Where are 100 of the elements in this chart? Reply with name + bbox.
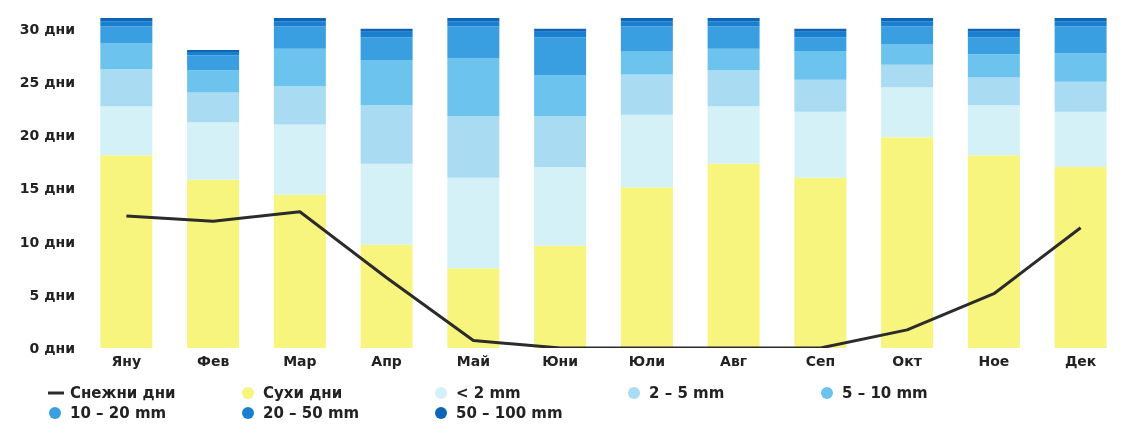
bar xyxy=(967,105,1020,156)
bar xyxy=(881,18,934,22)
legend-label: Снежни дни xyxy=(70,384,176,402)
bar xyxy=(1054,53,1107,82)
bar xyxy=(447,115,500,178)
bar xyxy=(447,21,500,27)
bar xyxy=(273,194,326,348)
x-tick-label: Авг xyxy=(720,352,748,369)
bar xyxy=(707,18,760,22)
bar xyxy=(447,58,500,116)
bar xyxy=(100,21,153,27)
bar xyxy=(620,18,673,22)
bar xyxy=(534,28,587,32)
legend-label: 10 – 20 mm xyxy=(70,404,167,422)
legend-label: 2 – 5 mm xyxy=(649,384,725,402)
x-tick-label: Май xyxy=(456,352,490,369)
legend-label: 20 – 50 mm xyxy=(263,404,360,422)
x-tick-label: Сеп xyxy=(805,352,836,369)
bar xyxy=(273,86,326,125)
bar xyxy=(620,51,673,75)
bar xyxy=(360,28,413,32)
bar xyxy=(360,37,413,61)
bar xyxy=(1054,21,1107,27)
legend-label: 50 – 100 mm xyxy=(456,404,563,422)
bar xyxy=(534,167,587,246)
bar xyxy=(187,122,240,180)
bar xyxy=(620,74,673,115)
bar xyxy=(794,37,847,51)
bar xyxy=(273,124,326,195)
bar xyxy=(881,87,934,138)
bar xyxy=(100,43,153,70)
legend-label: < 2 mm xyxy=(456,384,521,402)
bar xyxy=(620,21,673,27)
bar xyxy=(881,137,934,348)
x-tick-label: Яну xyxy=(111,352,142,369)
bar xyxy=(707,48,760,71)
bar xyxy=(967,155,1020,348)
x-tick-label: Фев xyxy=(197,352,230,369)
x-tick-label: Юни xyxy=(542,352,579,369)
bar xyxy=(794,177,847,348)
bar xyxy=(707,106,760,164)
bar xyxy=(447,26,500,59)
y-tick-label: 15 дни xyxy=(19,180,75,197)
bar xyxy=(794,28,847,32)
bar xyxy=(273,21,326,27)
bar xyxy=(1054,81,1107,112)
bar xyxy=(187,179,240,348)
bar xyxy=(620,187,673,348)
bar xyxy=(100,106,153,156)
bar xyxy=(273,18,326,22)
bar xyxy=(967,31,1020,38)
bar xyxy=(187,70,240,93)
bar xyxy=(967,28,1020,32)
bar xyxy=(794,31,847,38)
x-tick-label: Мар xyxy=(283,352,317,369)
y-tick-label: 20 дни xyxy=(19,127,75,144)
bar xyxy=(534,115,587,168)
x-tick-label: Дек xyxy=(1064,352,1097,369)
legend-label: Сухи дни xyxy=(263,384,343,402)
y-tick-label: 0 дни xyxy=(29,339,75,356)
bar xyxy=(794,51,847,80)
bar xyxy=(273,26,326,49)
bar xyxy=(534,37,587,76)
bar xyxy=(794,79,847,112)
bar xyxy=(707,163,760,348)
bar xyxy=(534,245,587,348)
bar xyxy=(881,44,934,65)
bar xyxy=(360,163,413,245)
bar xyxy=(273,48,326,87)
bar xyxy=(620,26,673,51)
bar xyxy=(967,77,1020,106)
bar xyxy=(881,21,934,27)
bar xyxy=(707,70,760,107)
bar xyxy=(1054,18,1107,22)
bar xyxy=(447,177,500,269)
bar xyxy=(534,31,587,38)
line-series xyxy=(124,210,1083,348)
bar xyxy=(100,155,153,348)
bar xyxy=(360,31,413,38)
bar xyxy=(794,111,847,178)
y-tick-label: 5 дни xyxy=(29,286,75,303)
bar xyxy=(967,37,1020,55)
bar xyxy=(707,26,760,49)
bar xyxy=(881,64,934,88)
y-tick-label: 10 дни xyxy=(19,233,75,250)
bar xyxy=(1054,111,1107,168)
legend-label: 5 – 10 mm xyxy=(842,384,928,402)
bar xyxy=(967,54,1020,78)
bar xyxy=(360,244,413,348)
x-tick-label: Ное xyxy=(978,352,1010,369)
bar xyxy=(360,105,413,164)
bar xyxy=(187,92,240,123)
bar xyxy=(100,69,153,107)
x-tick-label: Окт xyxy=(892,352,923,369)
bar xyxy=(187,55,240,71)
bar xyxy=(447,18,500,22)
bar xyxy=(881,26,934,45)
bar xyxy=(1054,26,1107,54)
bar xyxy=(707,21,760,27)
bar xyxy=(620,114,673,188)
